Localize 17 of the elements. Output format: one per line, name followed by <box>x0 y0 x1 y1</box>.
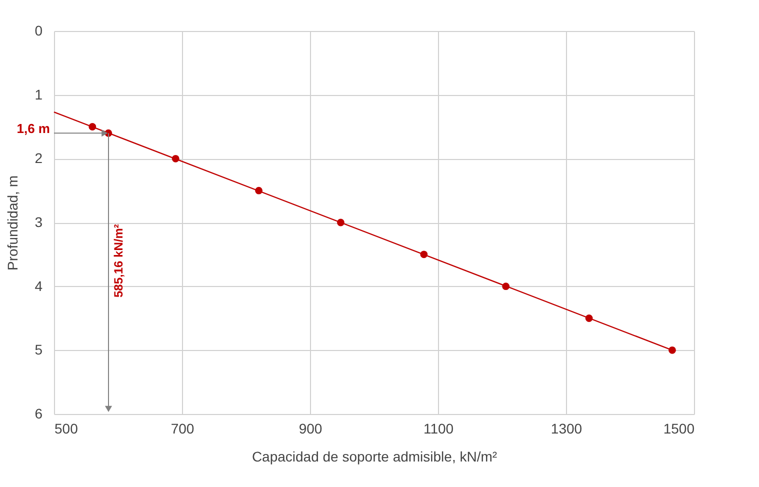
x-tick-label: 900 <box>298 420 322 436</box>
y-tick-label: 0 <box>34 22 43 38</box>
y-axis-title: Profundidad, m <box>4 176 21 270</box>
annotation: 585,16 kN/m² <box>112 224 126 298</box>
x-tick-label: 1300 <box>550 420 582 436</box>
y-tick-label: 3 <box>34 214 43 230</box>
x-tick-label: 1500 <box>663 420 695 436</box>
y-tick-label: 1 <box>34 86 43 102</box>
x-tick-label: 1100 <box>423 420 454 436</box>
x-tick-label: 700 <box>170 420 194 436</box>
annotation: 1,6 m <box>16 121 50 136</box>
y-tick-label: 5 <box>34 342 43 358</box>
y-tick-label: 2 <box>34 150 43 166</box>
x-axis-title: Capacidad de soporte admisible, kN/m² <box>252 448 498 464</box>
y-tick-label: 6 <box>34 406 43 422</box>
y-tick-label: 4 <box>34 278 43 294</box>
x-tick-label: 500 <box>54 420 78 436</box>
